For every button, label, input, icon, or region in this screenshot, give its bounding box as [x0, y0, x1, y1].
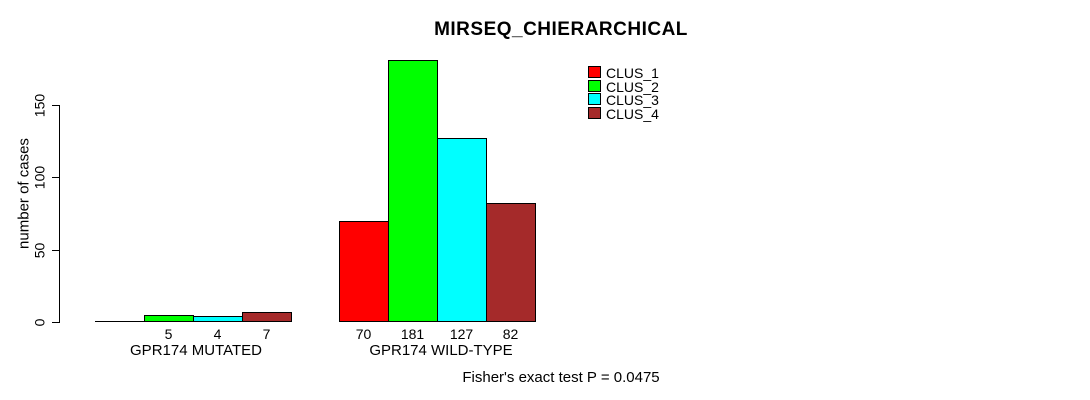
footer-annotation: Fisher's exact test P = 0.0475: [462, 369, 660, 386]
bar-clus_1-group2: [339, 221, 389, 322]
y-axis-tick: [52, 322, 59, 323]
bar-clus_3-group1: [193, 316, 243, 322]
bar-clus_1-group1: [95, 321, 145, 322]
y-axis-tick: [52, 250, 59, 251]
y-axis-tick-label: 150: [31, 93, 48, 118]
y-axis-tick-label: 50: [31, 242, 48, 259]
y-axis-tick-label: 100: [31, 165, 48, 190]
bar-clus_4-group1: [242, 312, 292, 322]
bar-value-label: 181: [400, 326, 425, 342]
bar-clus_2-group1: [144, 315, 194, 322]
category-label-group1: GPR174 MUTATED: [130, 342, 262, 359]
category-label-group2: GPR174 WILD-TYPE: [369, 342, 513, 359]
y-axis-tick: [52, 177, 59, 178]
bar-clus_4-group2: [486, 203, 536, 322]
y-axis-tick: [52, 105, 59, 106]
bar-clus_2-group2: [388, 60, 438, 322]
y-axis-tick-label: 0: [31, 318, 48, 327]
chart-title: MIRSEQ_CHIERARCHICAL: [434, 19, 688, 40]
bar-value-label: 82: [502, 326, 519, 342]
bar-value-label: 127: [449, 326, 474, 342]
bar-value-label: 7: [262, 326, 271, 342]
bar-value-label: 4: [213, 326, 222, 342]
bar-clus_3-group2: [437, 138, 487, 322]
y-axis-line: [59, 105, 60, 323]
bar-value-label: 70: [355, 326, 372, 342]
bar-value-label: 5: [164, 326, 173, 342]
